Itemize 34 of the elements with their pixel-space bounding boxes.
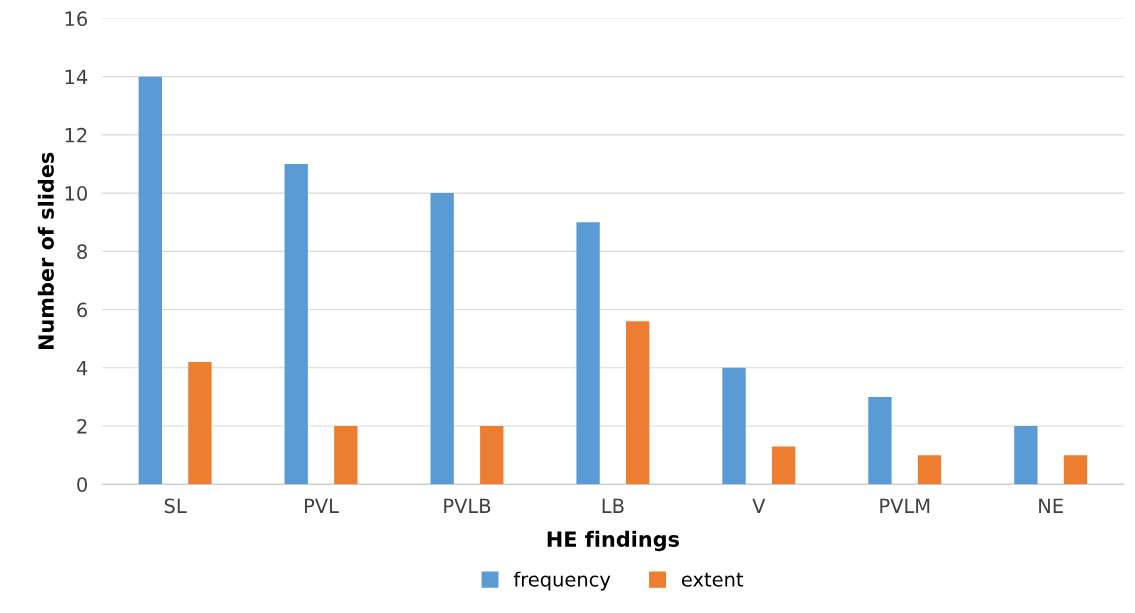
y-tick-label: 4 (76, 361, 88, 376)
bar (430, 193, 454, 485)
y-tick-label: 16 (65, 11, 88, 27)
x-tick-label: PVLB (444, 498, 491, 513)
y-tick-label: 10 (65, 186, 87, 201)
x-tick-label: V (752, 498, 766, 513)
bar (868, 396, 892, 485)
y-tick-label: 12 (65, 127, 87, 143)
x-tick-label: LB (602, 498, 624, 513)
bar (722, 367, 746, 485)
y-tick-label: 0 (77, 477, 87, 492)
y-tick-label: 6 (77, 302, 88, 318)
y-tick-label: 14 (65, 69, 88, 85)
legend-label: frequency (513, 571, 611, 591)
bar (626, 321, 650, 485)
bar (1014, 426, 1038, 485)
bar (188, 361, 212, 485)
y-tick-label: 8 (77, 244, 87, 259)
bar (480, 426, 504, 485)
x-axis-title: HE findings (547, 530, 679, 552)
x-tick-label: NE (1039, 498, 1063, 513)
bar (917, 455, 942, 485)
x-tick-label: PVL (305, 498, 339, 513)
bar (1063, 455, 1088, 485)
bar (284, 163, 308, 485)
bar (334, 426, 358, 485)
x-tick-label: PVLM (880, 498, 930, 513)
x-tick-label: SL (164, 498, 187, 514)
bar (576, 222, 600, 485)
bar (771, 446, 796, 485)
legend-label: extent (681, 572, 744, 587)
y-tick-label: 2 (77, 418, 87, 434)
y-axis-title: Number of slides (37, 152, 54, 350)
bar (138, 76, 162, 485)
